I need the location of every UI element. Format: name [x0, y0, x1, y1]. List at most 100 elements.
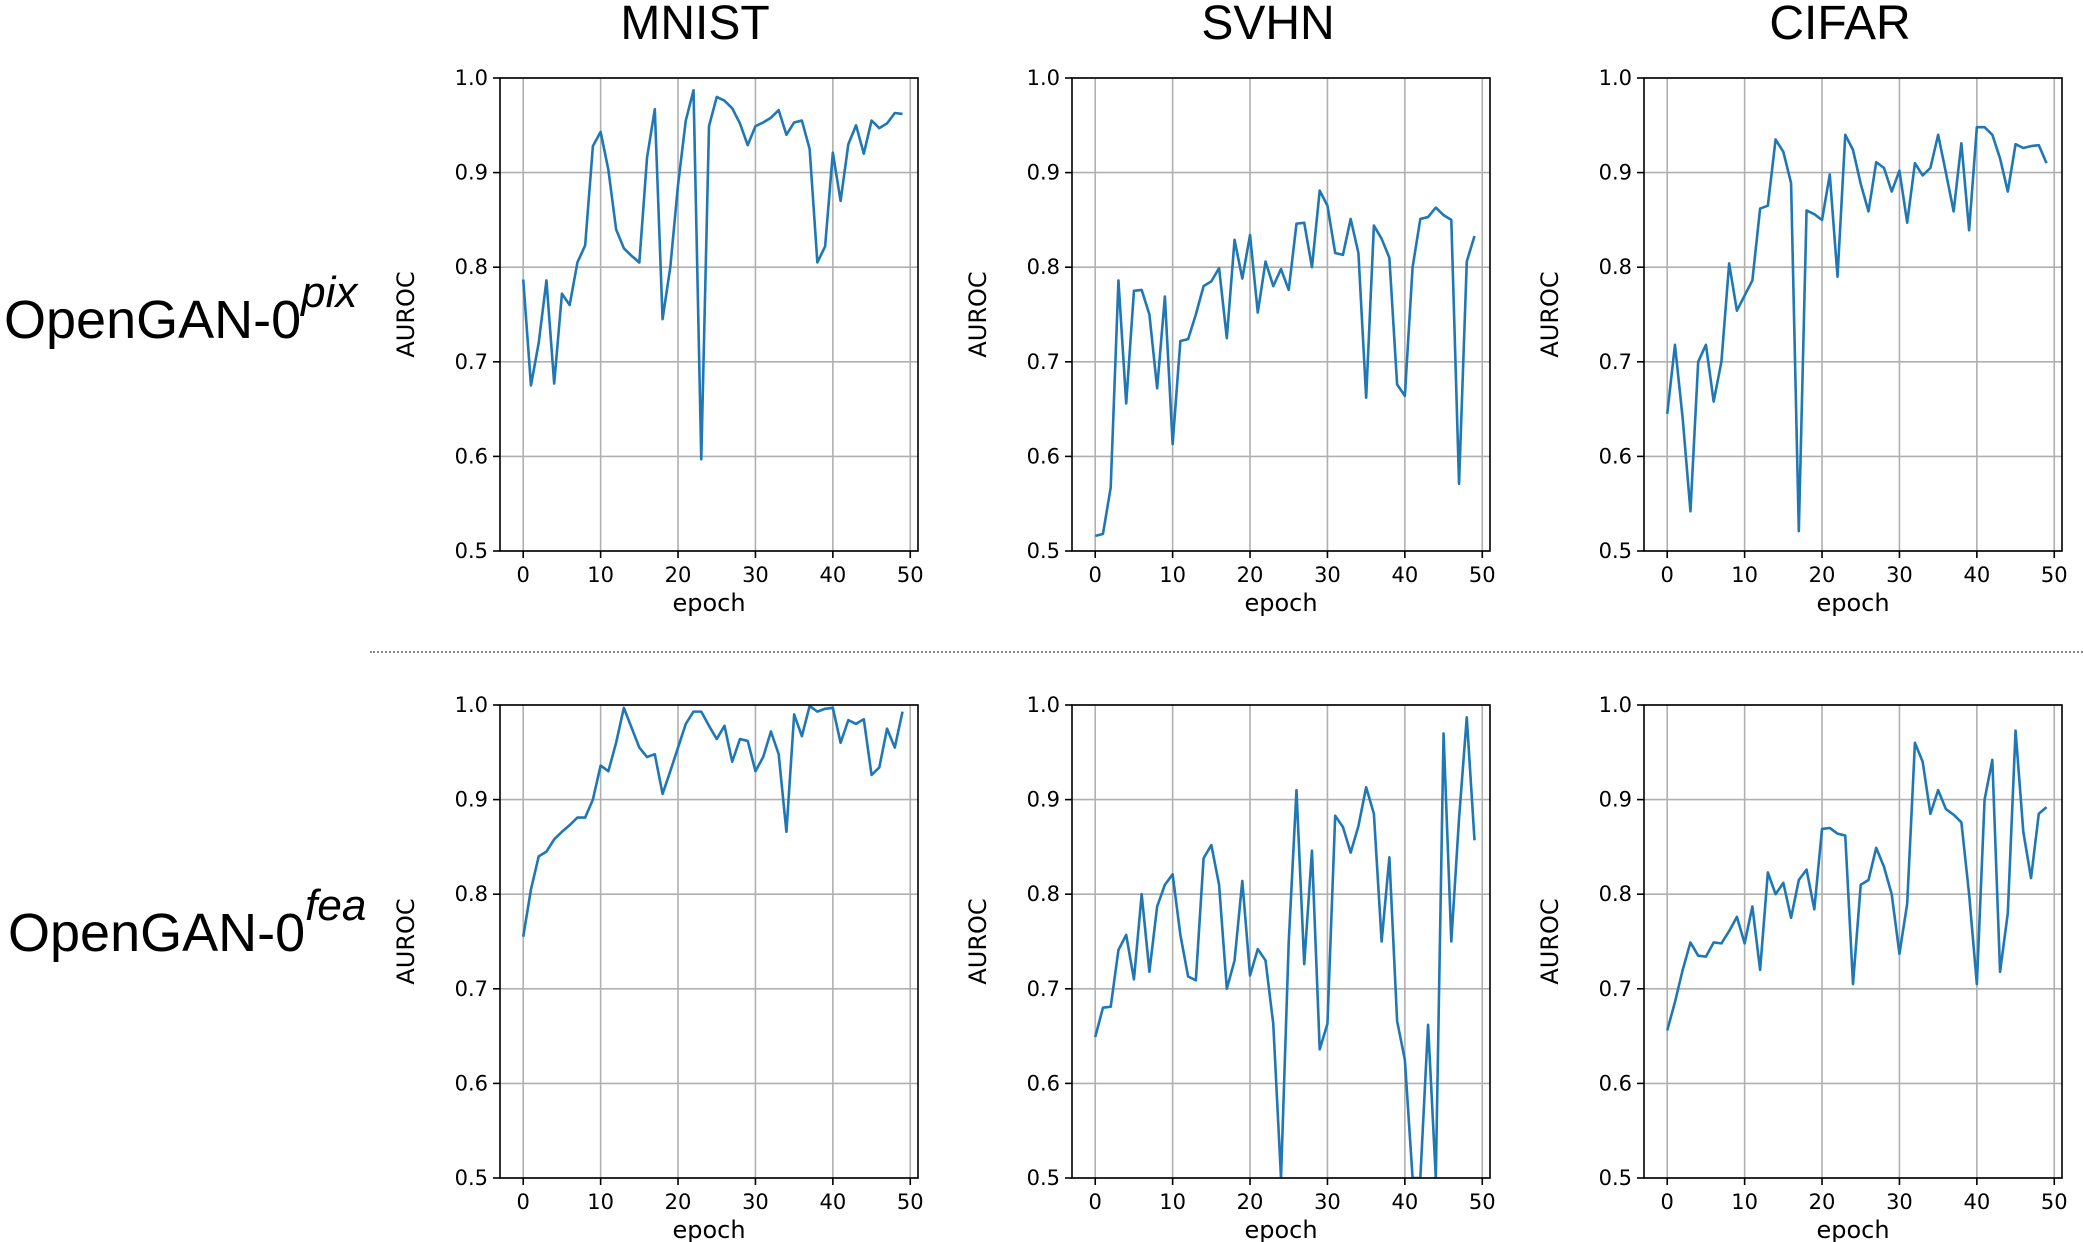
cifar-pix-x-tick-label: 40 — [1963, 563, 1990, 587]
svhn-pix-axes-frame — [1071, 77, 1491, 552]
svhn-fea-y-tick-label: 0.8 — [1027, 882, 1060, 906]
cifar-fea-y-tick-label: 0.6 — [1599, 1071, 1632, 1095]
row-label-fea: OpenGAN-0fea — [8, 881, 366, 964]
mnist-pix-y-tick-label: 0.9 — [455, 161, 488, 185]
mnist-pix-x-tick-label: 30 — [742, 563, 769, 587]
row-label-fea-base: OpenGAN-0 — [8, 903, 306, 963]
mnist-pix-y-tick-label: 0.7 — [455, 350, 488, 374]
cifar-fea-x-axis-label: epoch — [1816, 1216, 1889, 1242]
cifar-pix-y-tick-label: 0.8 — [1599, 255, 1632, 279]
row-label-fea-sup: fea — [305, 881, 367, 930]
mnist-pix-series-line — [521, 88, 903, 461]
chart-panel-cifar-fea: 0 10 20 30 40 50 0.5 0.6 0.7 0.8 0.9 1.0 epoch AUROC — [1536, 693, 2068, 1242]
svhn-pix-y-tick-label: 0.6 — [1027, 444, 1060, 468]
cifar-pix-series-line — [1665, 125, 2048, 533]
svhn-pix-y-tick-label: 0.5 — [1027, 539, 1060, 563]
svhn-fea-y-tick-label: 0.7 — [1027, 977, 1060, 1001]
mnist-pix-y-tick-label: 0.8 — [455, 255, 488, 279]
chart-panel-svhn-pix: 0 10 20 30 40 50 0.5 0.6 0.7 0.8 0.9 1.0 epoch AUROC — [964, 66, 1496, 617]
mnist-fea-y-tick-label: 0.5 — [455, 1166, 488, 1190]
svhn-fea-series-line — [1093, 715, 1476, 1178]
cifar-pix-x-tick-label: 10 — [1731, 563, 1758, 587]
mnist-fea-axes-frame — [499, 704, 919, 1179]
mnist-pix-x-tick-label: 10 — [587, 563, 614, 587]
row-label-pix: OpenGAN-0pix — [4, 268, 357, 351]
cifar-pix-x-tick-label: 30 — [1886, 563, 1913, 587]
cifar-pix-x-axis-label: epoch — [1816, 589, 1889, 617]
cifar-pix-y-tick-label: 0.7 — [1599, 350, 1632, 374]
cifar-fea-x-tick-label: 10 — [1731, 1190, 1758, 1214]
svhn-fea-x-tick-label: 40 — [1391, 1190, 1418, 1214]
mnist-pix-x-axis-label: epoch — [672, 589, 745, 617]
cifar-fea-x-tick-label: 40 — [1963, 1190, 1990, 1214]
svhn-pix-y-tick-label: 0.7 — [1027, 350, 1060, 374]
svhn-fea-x-axis-label: epoch — [1244, 1216, 1317, 1242]
column-title-cifar: CIFAR — [1769, 0, 1911, 50]
chart-panel-svhn-fea: 0 10 20 30 40 50 0.5 0.6 0.7 0.8 0.9 1.0 epoch AUROC — [964, 693, 1496, 1242]
svhn-fea-y-axis-label: AUROC — [964, 898, 992, 984]
cifar-fea-x-tick-label: 0 — [1661, 1190, 1674, 1214]
svhn-fea-y-tick-label: 0.9 — [1027, 788, 1060, 812]
cifar-fea-y-tick-label: 0.8 — [1599, 882, 1632, 906]
svhn-pix-y-tick-label: 1.0 — [1027, 66, 1060, 90]
chart-panel-cifar-pix: 0 10 20 30 40 50 0.5 0.6 0.7 0.8 0.9 1.0 epoch AUROC — [1536, 66, 2068, 617]
cifar-pix-axes-frame — [1643, 77, 2063, 552]
svhn-fea-y-tick-label: 1.0 — [1027, 693, 1060, 717]
cifar-fea-y-tick-label: 0.7 — [1599, 977, 1632, 1001]
cifar-fea-y-tick-label: 0.9 — [1599, 788, 1632, 812]
mnist-fea-x-tick-label: 0 — [517, 1190, 530, 1214]
mnist-pix-y-tick-label: 1.0 — [455, 66, 488, 90]
svhn-pix-x-tick-label: 10 — [1159, 563, 1186, 587]
mnist-pix-x-tick-label: 40 — [819, 563, 846, 587]
svhn-pix-x-tick-label: 50 — [1469, 563, 1496, 587]
mnist-fea-y-tick-label: 0.9 — [455, 788, 488, 812]
svhn-pix-x-tick-label: 0 — [1089, 563, 1102, 587]
mnist-fea-y-tick-label: 0.6 — [455, 1071, 488, 1095]
column-title-svhn: SVHN — [1201, 0, 1335, 50]
svhn-fea-y-tick-label: 0.6 — [1027, 1071, 1060, 1095]
mnist-fea-x-axis-label: epoch — [672, 1216, 745, 1242]
svhn-pix-y-tick-label: 0.8 — [1027, 255, 1060, 279]
chart-panel-mnist-pix: 0 10 20 30 40 50 0.5 0.6 0.7 0.8 0.9 1.0 epoch AUROC — [392, 66, 924, 617]
mnist-fea-y-axis-label: AUROC — [392, 898, 420, 984]
cifar-fea-x-tick-label: 30 — [1886, 1190, 1913, 1214]
mnist-pix-x-tick-label: 0 — [517, 563, 530, 587]
svhn-pix-y-tick-label: 0.9 — [1027, 161, 1060, 185]
svhn-fea-x-tick-label: 0 — [1089, 1190, 1102, 1214]
mnist-pix-y-axis-label: AUROC — [392, 271, 420, 357]
svhn-pix-x-tick-label: 20 — [1237, 563, 1264, 587]
svhn-fea-y-tick-label: 0.5 — [1027, 1166, 1060, 1190]
mnist-fea-x-tick-label: 50 — [897, 1190, 924, 1214]
mnist-pix-axes-frame — [499, 77, 919, 552]
mnist-fea-x-tick-label: 10 — [587, 1190, 614, 1214]
cifar-pix-y-axis-label: AUROC — [1536, 271, 1564, 357]
cifar-pix-y-tick-label: 1.0 — [1599, 66, 1632, 90]
cifar-pix-y-tick-label: 0.6 — [1599, 444, 1632, 468]
svhn-pix-x-axis-label: epoch — [1244, 589, 1317, 617]
cifar-pix-y-tick-label: 0.5 — [1599, 539, 1632, 563]
svhn-fea-x-tick-label: 20 — [1237, 1190, 1264, 1214]
svhn-pix-y-axis-label: AUROC — [964, 271, 992, 357]
column-title-mnist: MNIST — [620, 0, 770, 50]
mnist-pix-x-tick-label: 50 — [897, 563, 924, 587]
svhn-fea-x-tick-label: 50 — [1469, 1190, 1496, 1214]
cifar-pix-x-tick-label: 50 — [2041, 563, 2068, 587]
svhn-pix-x-tick-label: 30 — [1314, 563, 1341, 587]
mnist-fea-x-tick-label: 40 — [819, 1190, 846, 1214]
svhn-pix-series-line — [1094, 189, 1476, 538]
svhn-pix-x-tick-label: 40 — [1391, 563, 1418, 587]
cifar-fea-y-axis-label: AUROC — [1536, 898, 1564, 984]
svhn-fea-x-tick-label: 30 — [1314, 1190, 1341, 1214]
mnist-fea-x-tick-label: 20 — [665, 1190, 692, 1214]
cifar-pix-x-tick-label: 0 — [1661, 563, 1674, 587]
mnist-fea-y-tick-label: 0.7 — [455, 977, 488, 1001]
cifar-fea-y-tick-label: 0.5 — [1599, 1166, 1632, 1190]
svhn-fea-x-tick-label: 10 — [1159, 1190, 1186, 1214]
cifar-pix-x-tick-label: 20 — [1809, 563, 1836, 587]
cifar-fea-y-tick-label: 1.0 — [1599, 693, 1632, 717]
chart-panel-mnist-fea: 0 10 20 30 40 50 0.5 0.6 0.7 0.8 0.9 1.0 epoch AUROC — [392, 693, 924, 1242]
mnist-pix-x-tick-label: 20 — [665, 563, 692, 587]
mnist-fea-x-tick-label: 30 — [742, 1190, 769, 1214]
cifar-fea-axes-frame — [1643, 704, 2063, 1179]
mnist-fea-y-tick-label: 1.0 — [455, 693, 488, 717]
